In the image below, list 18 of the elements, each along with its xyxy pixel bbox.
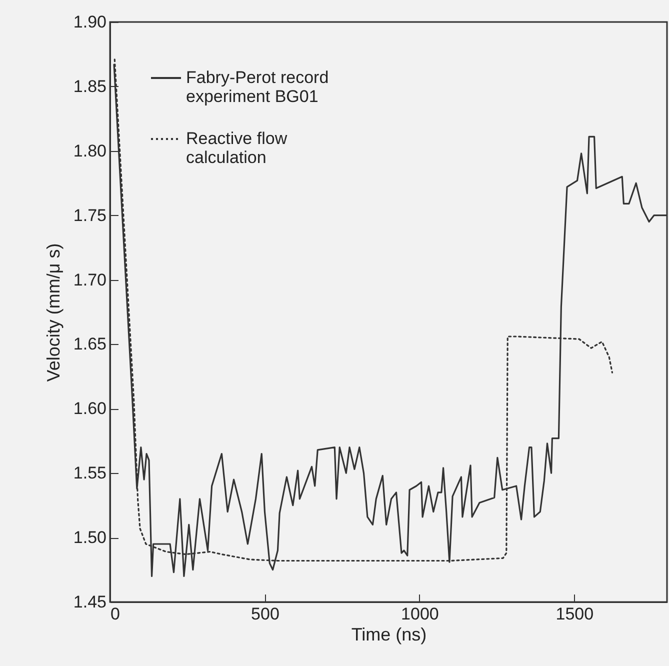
y-tick-label: 1.75 [73,206,106,225]
x-tick-label: 0 [110,604,120,624]
y-tick-label: 1.85 [73,76,106,96]
legend-label: Reactive flow calculation [186,129,288,167]
x-tick-label: 1500 [556,604,594,624]
y-tick-label: 1.45 [73,592,106,612]
x-tick-label: 1000 [401,604,439,624]
y-tick-label: 1.50 [73,528,106,548]
y-tick-label: 1.60 [73,399,106,418]
y-tick-label: 1.90 [73,12,106,32]
y-tick-label: 1.65 [73,334,106,354]
y-tick-label: 1.55 [73,464,106,483]
x-tick-label: 500 [251,604,280,624]
y-tick-label: 1.70 [73,270,106,290]
y-tick-label: 1.80 [73,141,106,160]
y-axis-title: Velocity (mm/μ s) [43,243,64,382]
legend-label: Fabry-Perot record experiment BG01 [186,68,329,106]
x-axis-title: Time (ns) [351,624,427,644]
